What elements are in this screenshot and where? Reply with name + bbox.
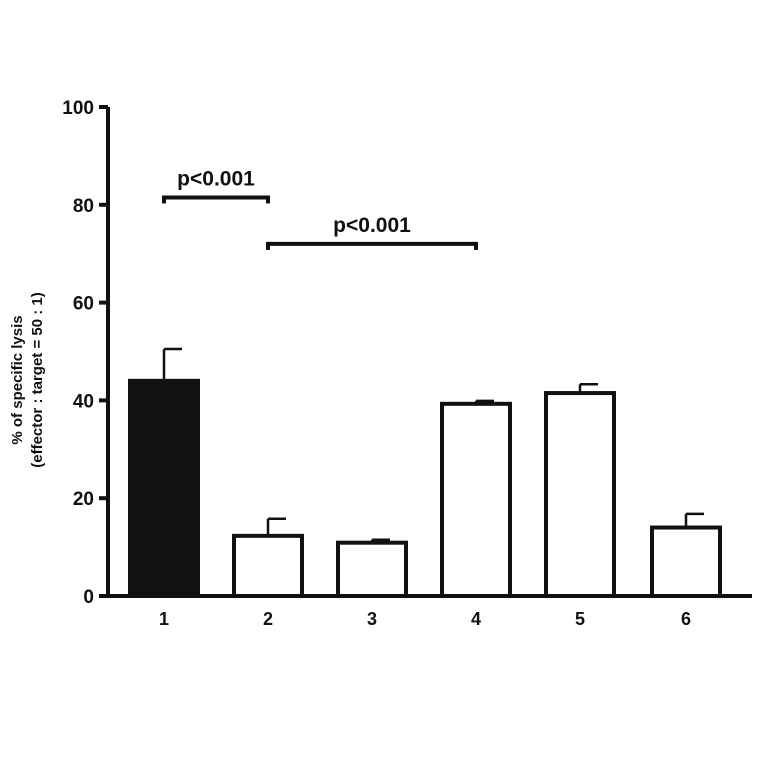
bar-4: [440, 401, 512, 598]
y-axis-label: % of specific lysis (effector : target =…: [9, 292, 46, 467]
y-axis: 0 20 40 60 80 100: [62, 98, 110, 608]
x-tick-label-2: 2: [263, 609, 273, 629]
bars-layer: [128, 378, 722, 599]
y-tick-label-80: 80: [73, 196, 94, 217]
y-axis-label-line2: (effector : target = 50 : 1): [29, 292, 46, 467]
y-tick-label-0: 0: [83, 587, 94, 608]
y-tick-label-100: 100: [62, 98, 94, 119]
x-tick-label-4: 4: [471, 609, 481, 629]
bar-5: [544, 391, 616, 598]
error-bars-layer: [162, 347, 704, 543]
x-tick-label-1: 1: [159, 609, 169, 629]
significance-label-2: p<0.001: [333, 214, 411, 237]
y-axis-label-line1: % of specific lysis: [9, 315, 26, 444]
x-tick-label-5: 5: [575, 609, 585, 629]
x-axis: 1 2 3 4 5 6: [106, 594, 752, 629]
significance-label-1: p<0.001: [177, 167, 255, 190]
bar-2: [232, 533, 304, 599]
x-tick-label-3: 3: [367, 609, 377, 629]
bar-3: [336, 540, 408, 598]
x-tick-label-6: 6: [681, 609, 691, 629]
y-tick-label-20: 20: [73, 489, 94, 510]
bar-6: [650, 525, 722, 598]
y-tick-label-40: 40: [73, 391, 94, 412]
bar-1: [128, 378, 200, 598]
significance-layer: p<0.001 p<0.001: [162, 167, 478, 250]
y-tick-label-60: 60: [73, 294, 94, 315]
